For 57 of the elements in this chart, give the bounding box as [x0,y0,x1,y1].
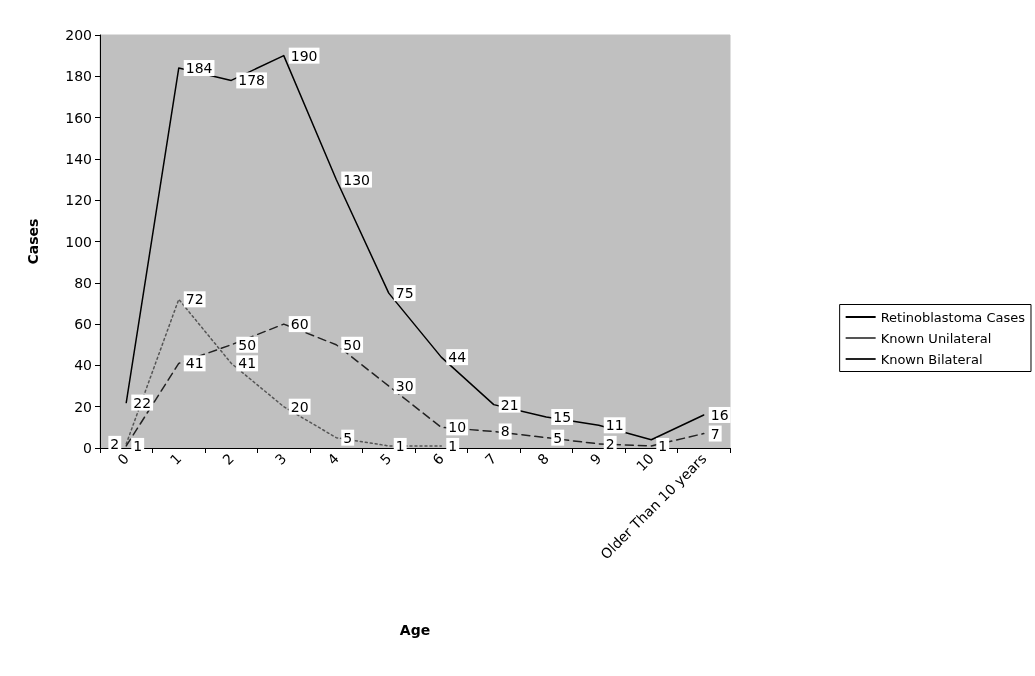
data-label: 1 [395,437,405,454]
data-label: 60 [290,316,309,333]
y-tick-label: 160 [65,109,92,126]
y-axis-title: Cases [25,218,41,265]
x-tick-label: 9 [586,450,605,468]
x-tick-label: 3 [271,450,290,468]
data-label: 41 [238,355,257,372]
data-label: 8 [500,423,510,440]
data-label: 72 [185,291,204,308]
data-label: 11 [605,417,624,434]
data-label: 5 [343,429,353,446]
data-label: 1 [658,437,668,454]
x-tick-label: 0 [114,450,132,468]
y-tick-label: 120 [65,192,92,209]
y-tick-label: 140 [65,150,92,167]
data-label: 2 [605,435,615,452]
x-tick-label: 6 [429,450,447,468]
data-label: 30 [395,378,414,395]
data-label: 50 [343,336,362,353]
data-label: 178 [238,72,265,89]
y-tick-label: 60 [74,316,92,333]
y-tick-label: 20 [74,398,92,415]
data-label: 184 [185,60,213,77]
legend-label: Retinoblastoma Cases [880,309,1026,325]
data-label: 41 [185,355,204,372]
data-label: 5 [553,429,563,446]
x-tick-label: 8 [534,450,552,468]
y-tick-label: 80 [74,274,92,291]
data-label: 1 [133,437,143,454]
data-label: 7 [710,425,720,442]
data-label: 15 [553,409,572,426]
data-label: 50 [238,336,257,353]
data-label: 22 [133,394,152,411]
data-label: 16 [710,406,729,423]
data-label: 21 [500,396,519,413]
data-label: 75 [395,285,414,302]
data-label: 20 [290,398,309,415]
legend-label: Known Unilateral [880,330,992,346]
y-tick-label: 40 [74,357,92,374]
x-tick-label: 7 [481,450,500,468]
x-tick-label: 10 [633,450,657,475]
data-label: 10 [448,419,467,436]
y-tick-label: 200 [65,27,92,43]
y-tick-label: 100 [65,233,92,250]
x-tick-label: 2 [219,450,237,468]
data-label: 190 [290,47,318,64]
data-label: 2 [110,435,120,452]
data-label: 44 [448,349,467,366]
y-tick-label: 0 [83,440,92,456]
x-axis-title: Age [399,622,431,638]
x-tick-label: 1 [166,450,185,468]
x-tick-label: 5 [376,450,395,468]
legend-label: Known Bilateral [880,351,983,367]
data-label: 130 [343,171,370,188]
y-tick-label: 180 [65,68,92,85]
data-label: 1 [448,437,458,454]
x-tick-label: 4 [324,450,342,468]
